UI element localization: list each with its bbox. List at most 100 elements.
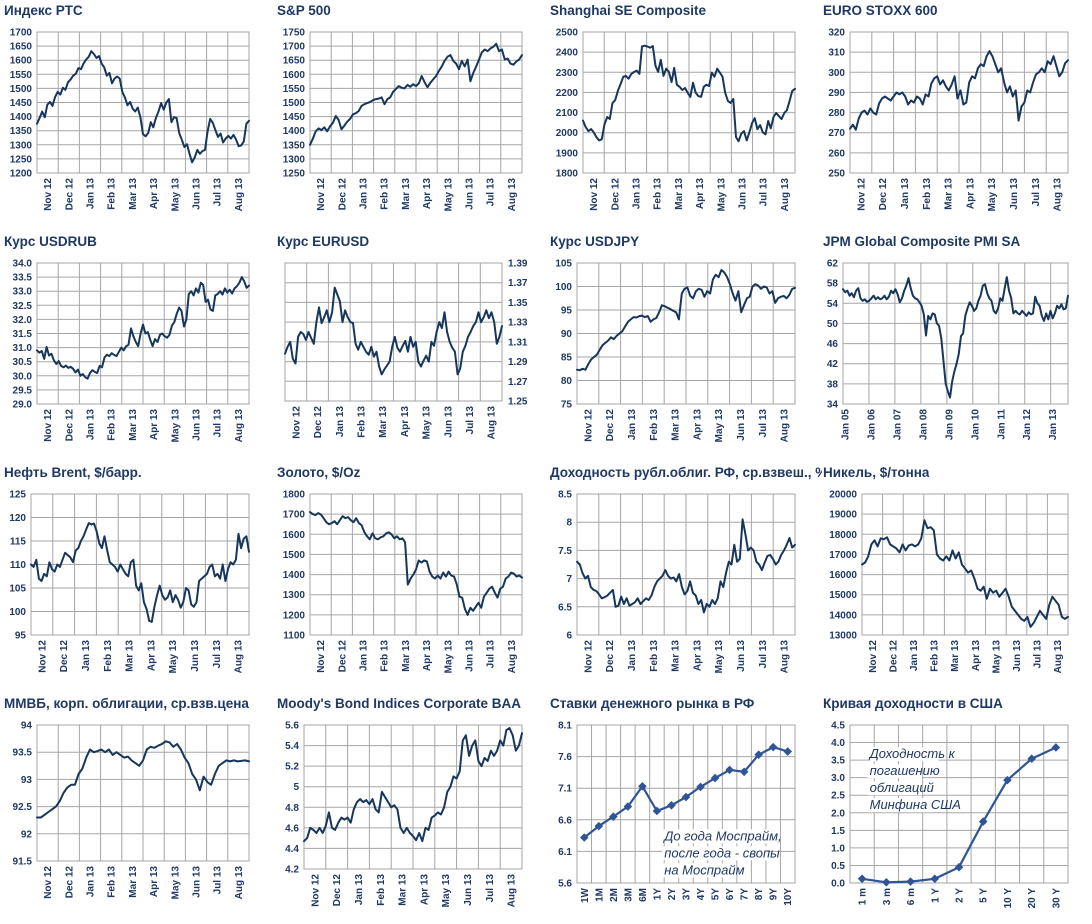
svg-text:1700: 1700 [283,42,306,53]
svg-text:May 13: May 13 [170,409,181,443]
chart-rub-yield-panel: Доходность рубл.облиг. РФ, ср.взвеш., % … [546,462,822,693]
svg-text:290: 290 [828,88,845,99]
svg-text:Jan 13: Jan 13 [627,640,638,672]
svg-text:Apr 13: Apr 13 [419,874,430,906]
svg-text:93.5: 93.5 [13,748,33,759]
svg-text:0.0: 0.0 [831,879,845,890]
chart-title-gold: Золото, $/Oz [277,465,361,480]
svg-text:1.37: 1.37 [508,278,528,289]
svg-text:Jun 13: Jun 13 [736,640,747,672]
chart-mosprime-panel: Ставки денежного рынка в РФ 8.1 7.6 7.1 6.6… [546,693,819,924]
svg-text:3M: 3M [623,888,634,902]
svg-text:Mar 13: Mar 13 [128,866,139,898]
svg-text:May 13: May 13 [170,866,181,900]
svg-text:Feb 13: Feb 13 [930,640,941,672]
svg-text:Mar 13: Mar 13 [398,874,409,906]
svg-text:Jul 13: Jul 13 [213,866,224,895]
svg-text:Jul 13: Jul 13 [758,409,769,438]
svg-text:5: 5 [293,782,299,793]
svg-text:5.4: 5.4 [285,741,299,752]
chart-title-moodys-baa: Moody's Bond Indices Corporate BAA [277,696,521,711]
svg-text:1350: 1350 [283,140,306,151]
svg-text:Dec 12: Dec 12 [337,178,348,211]
svg-text:2400: 2400 [556,48,579,59]
svg-text:1450: 1450 [10,98,33,109]
chart-canvas-eurusd: 1.39 1.37 1.35 1.33 1.31 1.29 1.27 1.25 Nov 12 De… [284,259,528,439]
svg-text:Jul 13: Jul 13 [485,874,496,903]
chart-canvas-us-yield-curve: 4.5 4.0 3.5 3.0 2.5 2.0 1.5 1.0 0.5 0.0 1 m 3 m 6 m 1… [831,721,1069,909]
svg-text:May 13: May 13 [443,178,454,212]
svg-text:Jun 13: Jun 13 [465,640,476,672]
svg-text:7: 7 [566,574,572,585]
svg-text:Nov 12: Nov 12 [316,640,327,673]
svg-text:5.6: 5.6 [558,879,572,890]
svg-text:Dec 12: Dec 12 [605,640,616,673]
svg-text:105: 105 [9,584,26,595]
svg-text:Доходность к: Доходность к [868,746,956,761]
svg-text:Apr 13: Apr 13 [400,406,411,438]
svg-text:May 13: May 13 [443,640,454,674]
svg-text:7Y: 7Y [740,888,751,901]
svg-text:Nov 12: Nov 12 [868,640,879,673]
svg-text:1400: 1400 [283,570,306,581]
svg-text:1200: 1200 [283,610,306,621]
svg-text:2100: 2100 [556,108,579,119]
chart-canvas-stoxx: 320 310 300 290 280 270 260 250 Nov 12 Dec 12 Jan … [828,28,1069,211]
chart-canvas-rub-yield: 8.5 8 7.5 7 6.5 6 Nov 12 Dec 12 Jan 13 Feb 13 Mar … [558,490,796,673]
chart-title-rts: Индекс РТС [4,3,83,18]
svg-text:30.0: 30.0 [13,371,33,382]
svg-text:Dec 12: Dec 12 [332,874,343,907]
svg-text:1300: 1300 [283,590,306,601]
svg-text:Nov 12: Nov 12 [583,409,594,442]
svg-text:17000: 17000 [829,550,857,561]
svg-text:Mar 13: Mar 13 [950,640,961,672]
svg-text:Jan 13: Jan 13 [900,178,911,210]
chart-usdjpy-panel: Курс USDJPY 105 100 95 90 85 80 75 Nov 12 Dec 12… [546,231,819,462]
svg-text:30.5: 30.5 [13,357,33,368]
svg-text:Mar 13: Mar 13 [944,178,955,210]
svg-text:92: 92 [21,829,33,840]
svg-text:1250: 1250 [283,169,306,180]
chart-canvas-usdrub: 34.0 33.5 33.0 32.5 32.0 31.5 31.0 30.5 30.0 29.5… [13,259,250,443]
svg-text:9Y: 9Y [769,888,780,901]
svg-text:2Y: 2Y [667,888,678,901]
svg-text:Mar 13: Mar 13 [674,178,685,210]
svg-text:2.0: 2.0 [831,808,845,819]
svg-text:Jan 13: Jan 13 [81,640,92,672]
svg-text:3.0: 3.0 [831,773,845,784]
chart-title-us-yield-curve: Кривая доходности в США [823,696,1003,711]
svg-text:6: 6 [566,631,572,642]
svg-text:1.5: 1.5 [831,826,845,837]
svg-text:20000: 20000 [829,490,857,501]
svg-text:20 Y: 20 Y [1027,888,1038,909]
svg-text:2500: 2500 [556,28,579,39]
chart-nickel-panel: Никель, $/тонна 20000 19000 18000 17000 1600… [819,462,1092,693]
svg-text:90: 90 [561,329,573,340]
chart-title-usdjpy: Курс USDJPY [550,234,640,249]
svg-text:Dec 12: Dec 12 [878,178,889,211]
svg-text:May 13: May 13 [991,640,1002,674]
svg-text:Nov 12: Nov 12 [856,178,867,211]
svg-text:62: 62 [827,259,839,270]
svg-text:Nov 12: Nov 12 [589,178,600,211]
svg-text:Jan 07: Jan 07 [892,409,903,441]
svg-text:Jan 06: Jan 06 [866,409,877,441]
svg-text:1.33: 1.33 [508,318,528,329]
svg-text:Jan 13: Jan 13 [354,874,365,906]
svg-text:облигаций: облигаций [870,780,934,795]
chart-canvas-mosprime: 8.1 7.6 7.1 6.6 6.1 5.6 1W 1M 2M 3M 6M 1Y 2Y 3Y 4Y 5Y 6Y… [558,721,796,906]
svg-text:75: 75 [561,400,573,411]
svg-text:Aug 13: Aug 13 [234,409,245,443]
svg-text:5.2: 5.2 [285,762,299,773]
svg-text:Jan 12: Jan 12 [1022,409,1033,441]
svg-text:33.0: 33.0 [13,287,33,298]
svg-text:92.5: 92.5 [13,802,33,813]
svg-text:Jan 13: Jan 13 [632,178,643,210]
svg-text:Dec 12: Dec 12 [59,640,70,673]
svg-text:Jun 13: Jun 13 [190,640,201,672]
svg-text:1250: 1250 [10,154,33,165]
svg-text:280: 280 [828,108,845,119]
svg-text:May 13: May 13 [714,409,725,443]
svg-text:1600: 1600 [10,56,33,67]
